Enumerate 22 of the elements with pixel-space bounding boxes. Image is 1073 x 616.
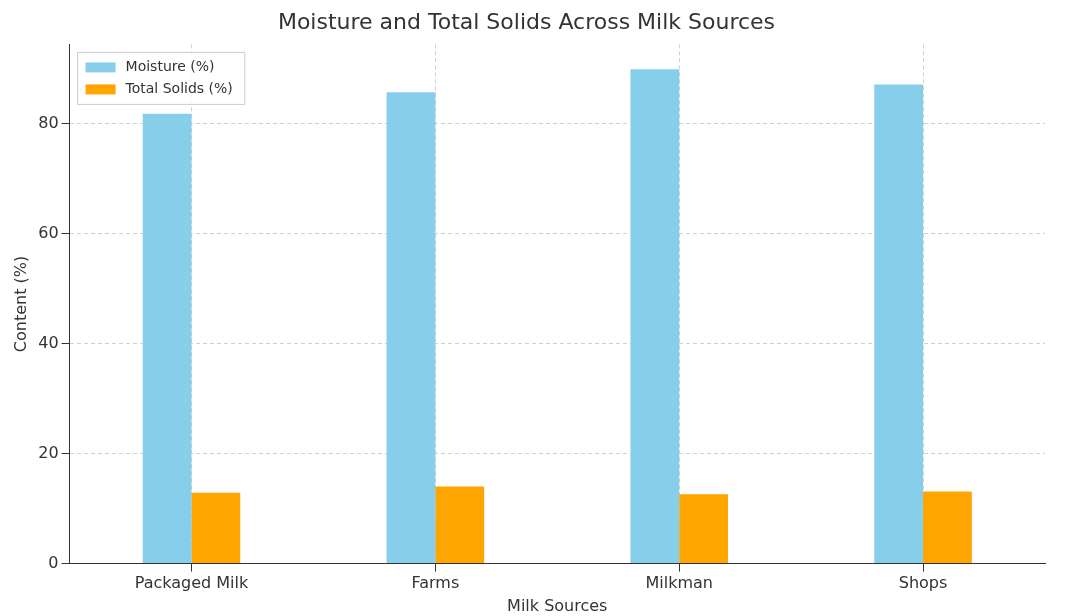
bar (874, 84, 924, 564)
y-tick-label: 60 (38, 222, 59, 242)
x-tick-label: Milkman (645, 573, 713, 593)
legend-label: Total Solids (%) (124, 80, 233, 97)
bar (435, 486, 485, 564)
bar (679, 494, 728, 564)
bar (191, 492, 241, 564)
y-tick-label: 0 (48, 552, 59, 572)
bar (142, 113, 192, 564)
chart-title: Moisture and Total Solids Across Milk Sources (277, 8, 776, 34)
x-axis-title: Milk Sources (507, 595, 608, 615)
x-tick-label: Shops (898, 573, 948, 593)
x-tick-label: Packaged Milk (134, 573, 249, 593)
bar (630, 69, 680, 564)
y-axis-title: Content (%) (10, 255, 30, 353)
bar (923, 491, 972, 564)
y-tick-label: 40 (38, 332, 59, 352)
bar (386, 92, 436, 564)
y-tick-label: 20 (38, 442, 59, 462)
x-tick-label: Farms (411, 573, 460, 593)
y-tick-label: 80 (38, 112, 59, 132)
legend-label: Moisture (%) (125, 58, 215, 75)
